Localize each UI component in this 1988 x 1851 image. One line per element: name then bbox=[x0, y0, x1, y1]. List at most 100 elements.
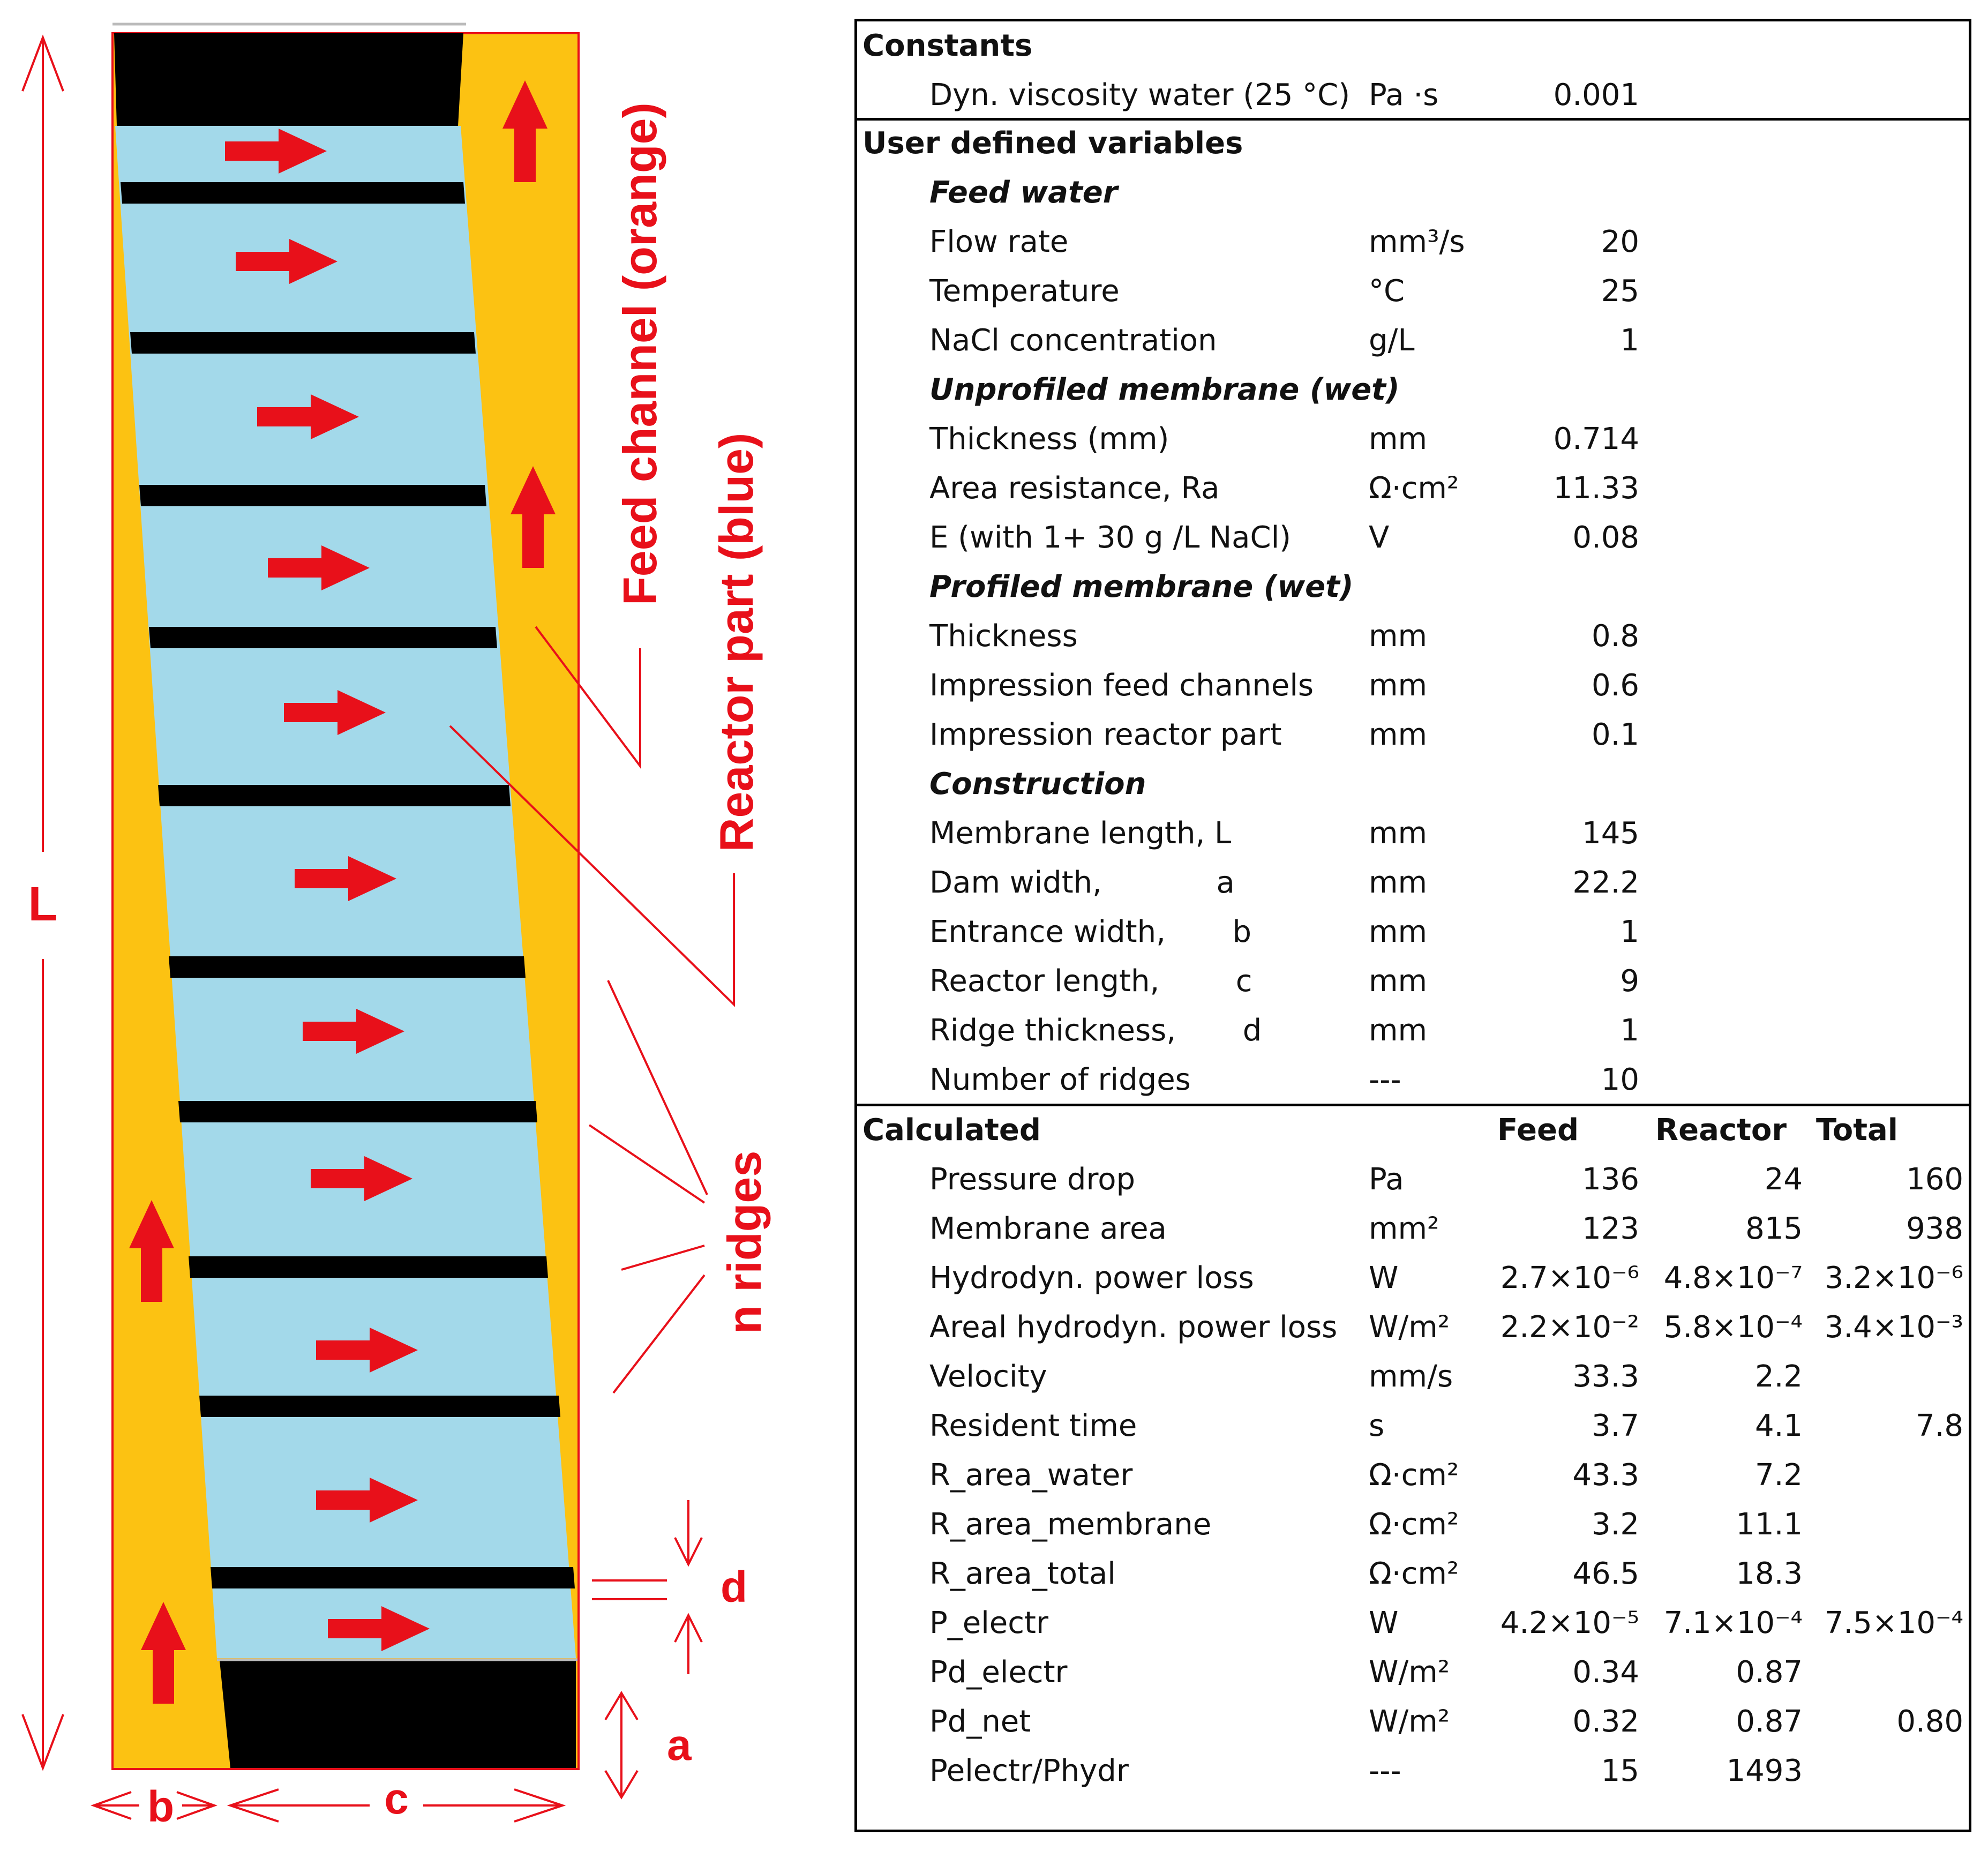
row-name: Area resistance, Ra bbox=[929, 471, 1220, 506]
total-value: 7.8 bbox=[1915, 1408, 1963, 1443]
reactor-value: 0.87 bbox=[1736, 1704, 1803, 1739]
reactor-value: 7.2 bbox=[1754, 1458, 1803, 1493]
label-n-ridges: n ridges bbox=[718, 1151, 771, 1334]
membrane-diagram: L Feed channel (orange) Reactor part (bl… bbox=[21, 23, 771, 1831]
group-title-row: Feed water bbox=[857, 168, 1969, 218]
reactor-value: 815 bbox=[1745, 1211, 1803, 1246]
row-unit: W bbox=[1369, 1606, 1399, 1640]
row-unit: W/m² bbox=[1369, 1655, 1450, 1690]
row-name: Membrane area bbox=[929, 1211, 1167, 1246]
table-row: Reactor length, c mm 9 bbox=[857, 957, 1969, 1006]
L-arrowhead-bottom bbox=[21, 1714, 64, 1771]
row-name: Dyn. viscosity water (25 °C) bbox=[929, 78, 1351, 113]
table-row: Number of ridges --- 10 bbox=[857, 1055, 1969, 1105]
row-unit: V bbox=[1369, 520, 1390, 555]
row-value: 0.6 bbox=[1591, 668, 1639, 703]
a-arrowhead-bottom bbox=[604, 1770, 639, 1800]
ridge bbox=[189, 1256, 548, 1278]
bottom-dam bbox=[220, 1661, 576, 1768]
label-L: L bbox=[28, 878, 58, 931]
annotation-lines bbox=[21, 34, 735, 1823]
reactor-value: 7.1×10⁻⁴ bbox=[1663, 1606, 1803, 1640]
feed-channel-leader bbox=[535, 626, 641, 769]
table-row: Velocity mm/s 33.3 2.2 bbox=[857, 1352, 1969, 1402]
table-row: Hydrodyn. power loss W 2.7×10⁻⁶ 4.8×10⁻⁷… bbox=[857, 1254, 1969, 1303]
ridge bbox=[149, 627, 497, 648]
user-defined-header: User defined variables bbox=[862, 126, 1243, 161]
row-value: 0.1 bbox=[1591, 717, 1639, 752]
group-title-row: Profiled membrane (wet) bbox=[857, 563, 1969, 612]
b-arrowhead-left bbox=[91, 1791, 132, 1820]
row-unit: Pa bbox=[1369, 1162, 1404, 1197]
row-unit: --- bbox=[1369, 1753, 1401, 1788]
table-row: Ridge thickness, d mm 1 bbox=[857, 1006, 1969, 1055]
row-value: 0.714 bbox=[1553, 422, 1639, 456]
row-unit: mm bbox=[1369, 915, 1428, 949]
reactor-value: 24 bbox=[1764, 1162, 1803, 1197]
right-arrow-icon bbox=[284, 690, 386, 735]
row-value: 1 bbox=[1620, 915, 1639, 949]
feed-value: 33.3 bbox=[1572, 1359, 1639, 1394]
row-unit: --- bbox=[1369, 1062, 1401, 1097]
right-arrow-icon bbox=[257, 394, 359, 439]
row-unit: mm³/s bbox=[1369, 224, 1465, 259]
table-row: Dyn. viscosity water (25 °C) Pa ·s 0.001 bbox=[857, 71, 1969, 120]
group-title-feed-water: Feed water bbox=[929, 175, 1118, 210]
row-name: NaCl concentration bbox=[929, 323, 1217, 358]
d-arrowhead-bottom bbox=[674, 1613, 703, 1643]
total-value: 3.4×10⁻³ bbox=[1824, 1310, 1963, 1345]
reactor-value: 2.2 bbox=[1754, 1359, 1803, 1394]
table-row: Pelectr/Phydr --- 15 1493 bbox=[857, 1747, 1969, 1796]
row-name: Ridge thickness, d bbox=[929, 1013, 1262, 1048]
feed-value: 15 bbox=[1601, 1753, 1639, 1788]
row-unit: °C bbox=[1369, 274, 1405, 309]
ridge bbox=[178, 1101, 537, 1122]
label-c: c bbox=[384, 1774, 409, 1823]
row-name: Temperature bbox=[929, 274, 1120, 309]
top-dam bbox=[114, 33, 463, 126]
table-row: E (with 1+ 30 g /L NaCl) V 0.08 bbox=[857, 513, 1969, 563]
row-value: 11.33 bbox=[1553, 471, 1639, 506]
ridges bbox=[121, 182, 575, 1588]
table-row: Pd_net W/m² 0.32 0.87 0.80 bbox=[857, 1697, 1969, 1747]
row-value: 1 bbox=[1620, 1013, 1639, 1048]
right-arrow-icon bbox=[311, 1156, 412, 1201]
row-name: R_area_water bbox=[929, 1458, 1133, 1493]
total-value: 938 bbox=[1906, 1211, 1963, 1246]
row-name: Velocity bbox=[929, 1359, 1047, 1394]
row-name: Resident time bbox=[929, 1408, 1137, 1443]
row-unit: mm bbox=[1369, 964, 1428, 999]
ridge bbox=[158, 785, 511, 806]
total-value: 7.5×10⁻⁴ bbox=[1824, 1606, 1963, 1640]
table-row: Area resistance, Ra Ω·cm² 11.33 bbox=[857, 464, 1969, 513]
row-unit: mm bbox=[1369, 865, 1428, 900]
d-arrowhead-top bbox=[674, 1537, 703, 1567]
row-unit: s bbox=[1369, 1408, 1385, 1443]
row-unit: W/m² bbox=[1369, 1704, 1450, 1739]
table-row: R_area_water Ω·cm² 43.3 7.2 bbox=[857, 1451, 1969, 1500]
row-name: Impression reactor part bbox=[929, 717, 1282, 752]
parameter-table: Constants Dyn. viscosity water (25 °C) P… bbox=[854, 19, 1971, 1832]
constants-header: Constants bbox=[862, 28, 1033, 63]
row-value: 145 bbox=[1582, 816, 1639, 851]
constants-header-row: Constants bbox=[857, 21, 1969, 71]
row-unit: mm bbox=[1369, 619, 1428, 654]
feed-value: 46.5 bbox=[1572, 1556, 1639, 1591]
row-name: Dam width, a bbox=[929, 865, 1235, 900]
column-header-feed: Feed bbox=[1497, 1113, 1579, 1148]
row-unit: mm bbox=[1369, 717, 1428, 752]
row-value: 1 bbox=[1620, 323, 1639, 358]
row-value: 9 bbox=[1620, 964, 1639, 999]
right-arrow-icon bbox=[328, 1606, 430, 1651]
row-name: Impression feed channels bbox=[929, 668, 1314, 703]
calculated-header: Calculated bbox=[862, 1113, 1041, 1148]
row-name: Thickness (mm) bbox=[929, 422, 1169, 456]
up-arrow-icon bbox=[141, 1602, 186, 1704]
section-divider bbox=[857, 118, 1969, 121]
reactor-value: 11.1 bbox=[1736, 1507, 1803, 1542]
right-arrow-icon bbox=[316, 1478, 418, 1523]
group-title-row: Unprofiled membrane (wet) bbox=[857, 365, 1969, 415]
row-name: R_area_total bbox=[929, 1556, 1116, 1591]
row-name: R_area_membrane bbox=[929, 1507, 1212, 1542]
table-row: Temperature °C 25 bbox=[857, 267, 1969, 316]
